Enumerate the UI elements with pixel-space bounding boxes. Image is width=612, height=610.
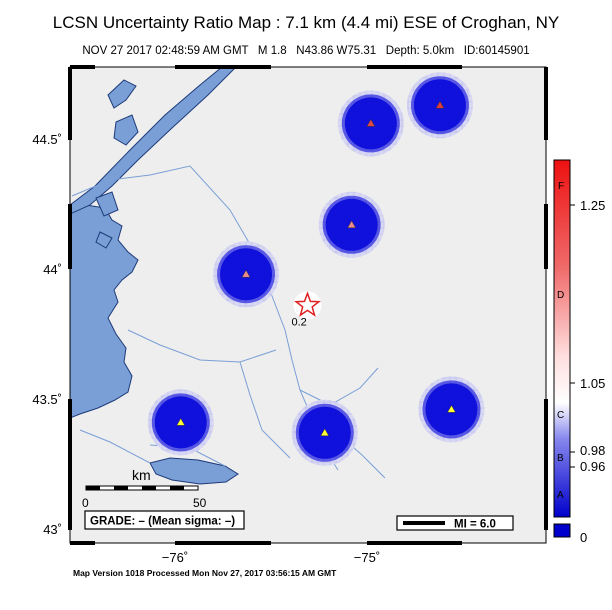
grade-letter-d: D [557,290,564,301]
station-blob-5 [147,389,214,456]
map-area: 0.2 [70,67,546,543]
colorbar-value-2: 1.05 [580,376,605,391]
lon-label-2: −75˚ [354,550,380,565]
lake-ontario [70,204,139,419]
station-triangle [435,100,445,109]
station-triangle [347,220,357,229]
bay-4 [95,231,113,249]
station-triangle [366,118,376,127]
oneida-lake [149,457,239,485]
epicenter-star [294,291,321,317]
station-triangle [176,417,186,426]
epicenter-marker: 0.2 [291,291,322,328]
event-details: NOV 27 2017 02:48:59 AM GMT M 1.8 N43.86… [82,45,530,57]
station-blob-7 [418,376,485,443]
station-blob-2 [406,72,473,139]
bay-1 [107,79,137,109]
bay-3 [95,191,119,217]
st-lawrence-river [70,67,237,215]
grade-box: GRADE: – (Mean sigma: –) [84,510,245,530]
longitude-labels: −76˚ −75˚ [162,550,380,565]
map-footer: Map Version 1018 Processed Mon Nov 27, 2… [73,568,337,578]
latitude-labels: 44.5˚ 44˚ 43.5˚ 43˚ [32,132,62,537]
grade-letter-f: F [558,181,564,192]
scale-end: 50 [193,496,207,510]
station-triangle [447,404,456,413]
lat-label-3: 43.5˚ [32,392,62,407]
map-title: LCSN Uncertainty Ratio Map : 7.1 km (4.4… [52,13,560,32]
map-frame-ticks [68,65,548,545]
lat-label-2: 44˚ [43,262,62,277]
colorbar-value-5: 0 [580,530,587,545]
bay-2 [113,114,139,146]
colorbar-min-box [553,523,571,538]
grade-letter-b: B [557,453,564,464]
colorbar-value-1: 1.25 [580,198,605,213]
grade-letter-c: C [557,410,564,421]
mi-legend-text: MI = 6.0 [454,519,496,531]
colorbar: F D C B A 1.25 1.05 0.98 0.96 0 [553,159,605,545]
colorbar-value-4: 0.96 [580,459,605,474]
lon-label-1: −76˚ [162,550,188,565]
station-uncertainty-blobs [147,72,485,466]
station-blob-6 [291,399,358,466]
lat-label-1: 44.5˚ [32,132,62,147]
lat-label-4: 43˚ [43,522,62,537]
mi-legend: MI = 6.0 [396,515,514,531]
grade-letter-a: A [557,490,564,501]
map-frame [69,66,547,544]
scale-bar: km 0 50 [82,467,207,510]
colorbar-gradient [553,159,571,518]
station-triangle [241,269,251,278]
colorbar-value-3: 0.98 [580,443,605,458]
grade-text: GRADE: – (Mean sigma: –) [90,516,235,528]
epicenter-halo [293,291,322,320]
epicenter-label: 0.2 [291,316,306,328]
station-blob-1 [337,90,404,157]
station-blob-4 [213,241,280,308]
scale-start: 0 [82,496,89,510]
scale-unit: km [132,467,151,483]
station-triangle [320,428,330,437]
station-blob-3 [318,191,385,258]
